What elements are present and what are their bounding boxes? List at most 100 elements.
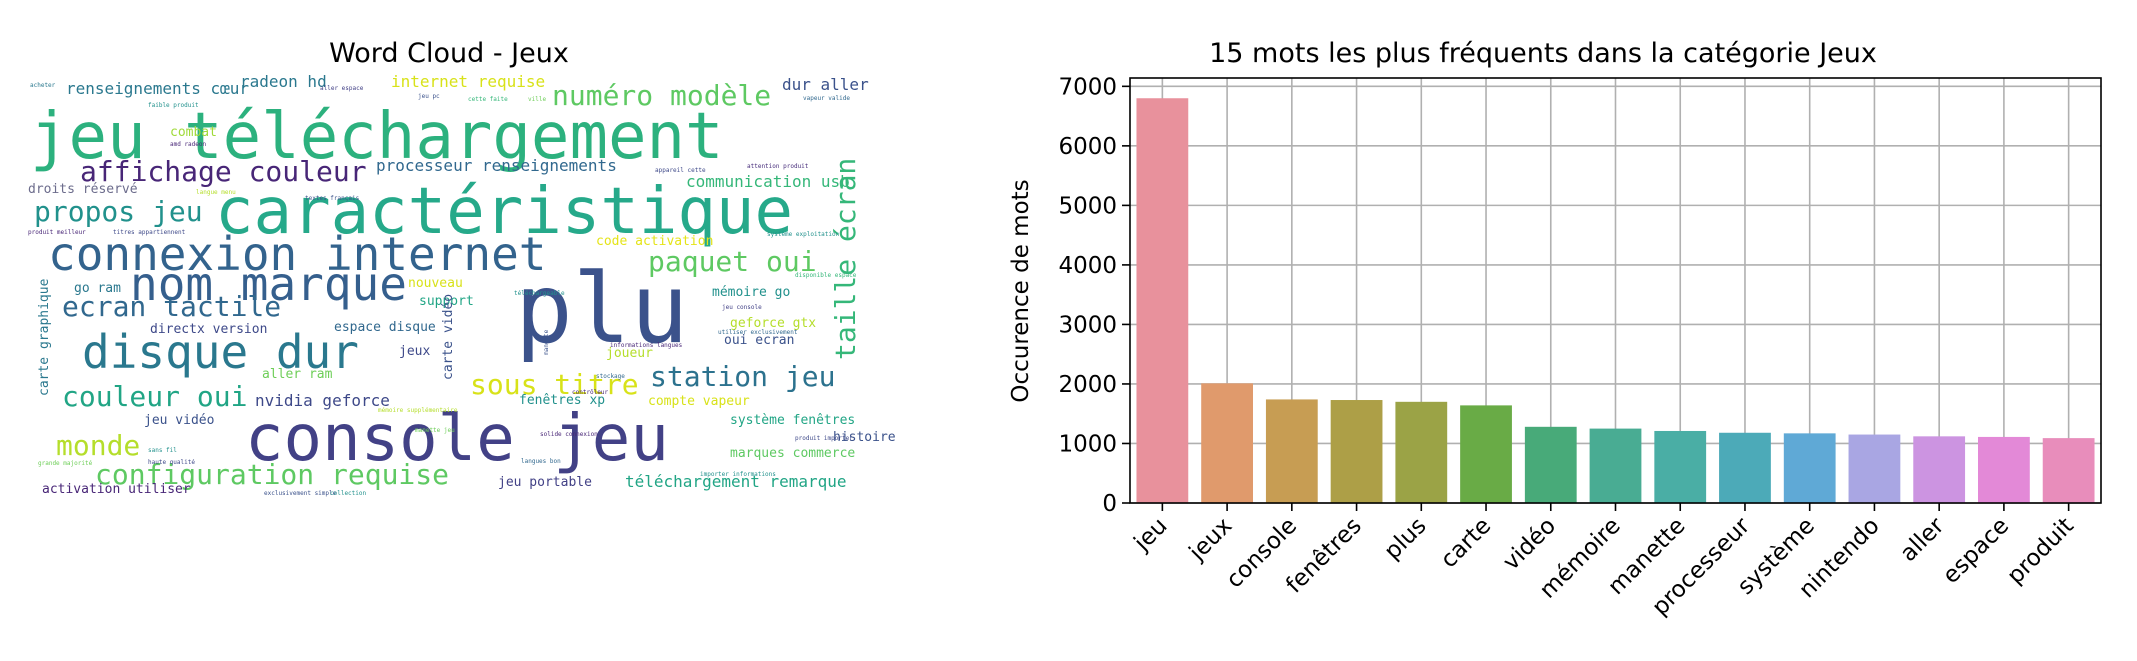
- wordcloud-word: joueur: [606, 346, 653, 361]
- wordcloud-word: collection: [330, 490, 367, 497]
- wordcloud-word: support: [419, 294, 474, 309]
- wordcloud-word: stockage: [596, 373, 625, 380]
- wordcloud-word: disque dur: [82, 325, 359, 379]
- bar-espace: [1978, 436, 2030, 503]
- wordcloud-panel: Word Cloud - Jeux jeu téléchargementcara…: [28, 38, 896, 497]
- wordcloud-word: internet requise: [391, 72, 545, 91]
- wordcloud-word: aller espace: [320, 85, 364, 92]
- wordcloud-word: cette faite: [468, 96, 508, 103]
- wordcloud-word: langue menu: [196, 189, 236, 196]
- y-tick-label: 6000: [1058, 134, 1117, 160]
- bar-jeux: [1201, 383, 1253, 503]
- wordcloud-word: manette jeu: [415, 427, 455, 434]
- wordcloud-word: directx version: [150, 322, 267, 337]
- wordcloud-word: mémoire go: [712, 285, 790, 300]
- bar-jeu: [1136, 98, 1189, 503]
- wordcloud-word: sous titre: [470, 368, 639, 401]
- wordcloud-word: importer informations: [700, 471, 776, 478]
- bar-vidéo: [1524, 426, 1577, 503]
- bar-manette: [1654, 430, 1707, 503]
- wordcloud-word: console jeu: [245, 402, 669, 476]
- y-axis-label: Occurence de mots: [1008, 179, 1034, 402]
- wordcloud-word: histoire: [833, 430, 896, 445]
- wordcloud-word: droits réservé: [28, 182, 138, 197]
- wordcloud-word: système exploitation: [767, 231, 840, 238]
- wordcloud-word: exclusivement simple: [264, 490, 337, 497]
- wordcloud-word: textes français: [305, 195, 360, 202]
- wordcloud-word: connexion internet: [48, 227, 547, 281]
- y-tick-label: 3000: [1058, 312, 1117, 338]
- wordcloud-word: manette: [543, 329, 550, 355]
- wordcloud-title: Word Cloud - Jeux: [329, 38, 569, 69]
- bar-mémoire: [1589, 428, 1642, 503]
- wordcloud-word: langues bon: [521, 458, 561, 465]
- wordcloud-word: appareil cette: [655, 167, 706, 174]
- wordcloud-word: jeu vidéo: [144, 413, 214, 428]
- y-tick-label: 2000: [1058, 372, 1117, 398]
- wordcloud-word: nom marque: [130, 257, 407, 311]
- bar-nintendo: [1848, 434, 1901, 503]
- wordcloud-word: plu: [515, 253, 688, 365]
- wordcloud-word: utiliser exclusivement: [718, 329, 798, 336]
- wordcloud-word: radeon hd: [240, 72, 327, 91]
- bar-système: [1783, 433, 1836, 503]
- wordcloud-word: produit meilleur: [28, 229, 86, 236]
- wordcloud-word: système fenêtres: [730, 413, 855, 428]
- bar-processeur: [1719, 432, 1771, 503]
- wordcloud-word: oui ecran: [724, 333, 794, 348]
- wordcloud-word: haute qualité: [148, 459, 195, 466]
- wordcloud-word: fenêtres xp: [519, 393, 605, 408]
- wordcloud-word: acheter: [30, 82, 56, 89]
- wordcloud-word: jeu pc: [418, 93, 440, 100]
- wordcloud-word: jeu portable: [498, 475, 592, 490]
- wordcloud-word: jeux: [399, 344, 430, 359]
- wordcloud-word: renseignements cœur: [66, 79, 249, 98]
- wordcloud-word: titres appartiennent: [113, 229, 186, 236]
- wordcloud-word: disponible espace: [795, 272, 857, 279]
- wordcloud-word: contrôleur: [572, 389, 609, 396]
- wordcloud-word: processeur renseignements: [376, 156, 617, 175]
- wordcloud-word: paquet oui: [648, 245, 817, 278]
- wordcloud-word: numéro modèle: [552, 79, 771, 112]
- wordcloud-word: ecran tactile: [62, 290, 281, 323]
- wordcloud-word: faible produit: [148, 102, 199, 109]
- wordcloud-word: communication usb: [686, 172, 850, 191]
- y-tick-label: 5000: [1058, 193, 1117, 219]
- wordcloud-word: couleur oui: [62, 380, 247, 413]
- wordcloud-word: nouveau: [408, 276, 463, 291]
- wordcloud-word: mémoire supplémentaire: [378, 407, 458, 414]
- wordcloud-word: vapeur valide: [803, 95, 850, 102]
- bar-fenêtres: [1330, 400, 1383, 503]
- wordcloud-word: taille écran: [829, 158, 862, 360]
- wordcloud-word: informations langues: [610, 342, 683, 349]
- bar-console: [1265, 399, 1318, 503]
- wordcloud-word: monde: [56, 429, 140, 462]
- y-axis: 0 1000 2000 3000 4000 5000 6000 7000: [1058, 74, 1130, 517]
- y-tick-label: 1000: [1058, 431, 1117, 457]
- wordcloud-word: ville: [528, 96, 546, 103]
- bar-aller: [1913, 436, 1966, 503]
- wordcloud-word: activation utiliser: [42, 482, 191, 497]
- wordcloud-word: nvidia geforce: [255, 391, 390, 410]
- wordcloud-word: compte vapeur: [648, 394, 750, 409]
- wordcloud-word: sans fil: [148, 447, 177, 454]
- wordcloud-word: combat: [170, 125, 217, 140]
- wordcloud-word: carte vidéo: [441, 294, 456, 380]
- wordcloud-word: jeu téléchargement: [30, 100, 724, 174]
- wordcloud-word: dur aller: [782, 75, 869, 94]
- wordcloud-word: code activation: [596, 234, 713, 249]
- y-tick-label: 7000: [1058, 74, 1117, 100]
- wordcloud-word: geforce gtx: [730, 316, 816, 331]
- wordcloud-word: téléchargeable: [514, 290, 565, 297]
- wordcloud-word: aller ram: [262, 367, 333, 382]
- wordcloud-word: téléchargement remarque: [625, 472, 847, 491]
- wordcloud-word: jeu console: [722, 304, 762, 311]
- y-tick-label: 4000: [1058, 253, 1117, 279]
- wordcloud-word: solide connexion: [540, 431, 598, 438]
- wordcloud-word: propos jeu: [34, 195, 203, 228]
- y-tick-label: 0: [1102, 491, 1117, 517]
- bar-plus: [1395, 401, 1448, 503]
- wordcloud-word: carte graphique: [37, 278, 52, 396]
